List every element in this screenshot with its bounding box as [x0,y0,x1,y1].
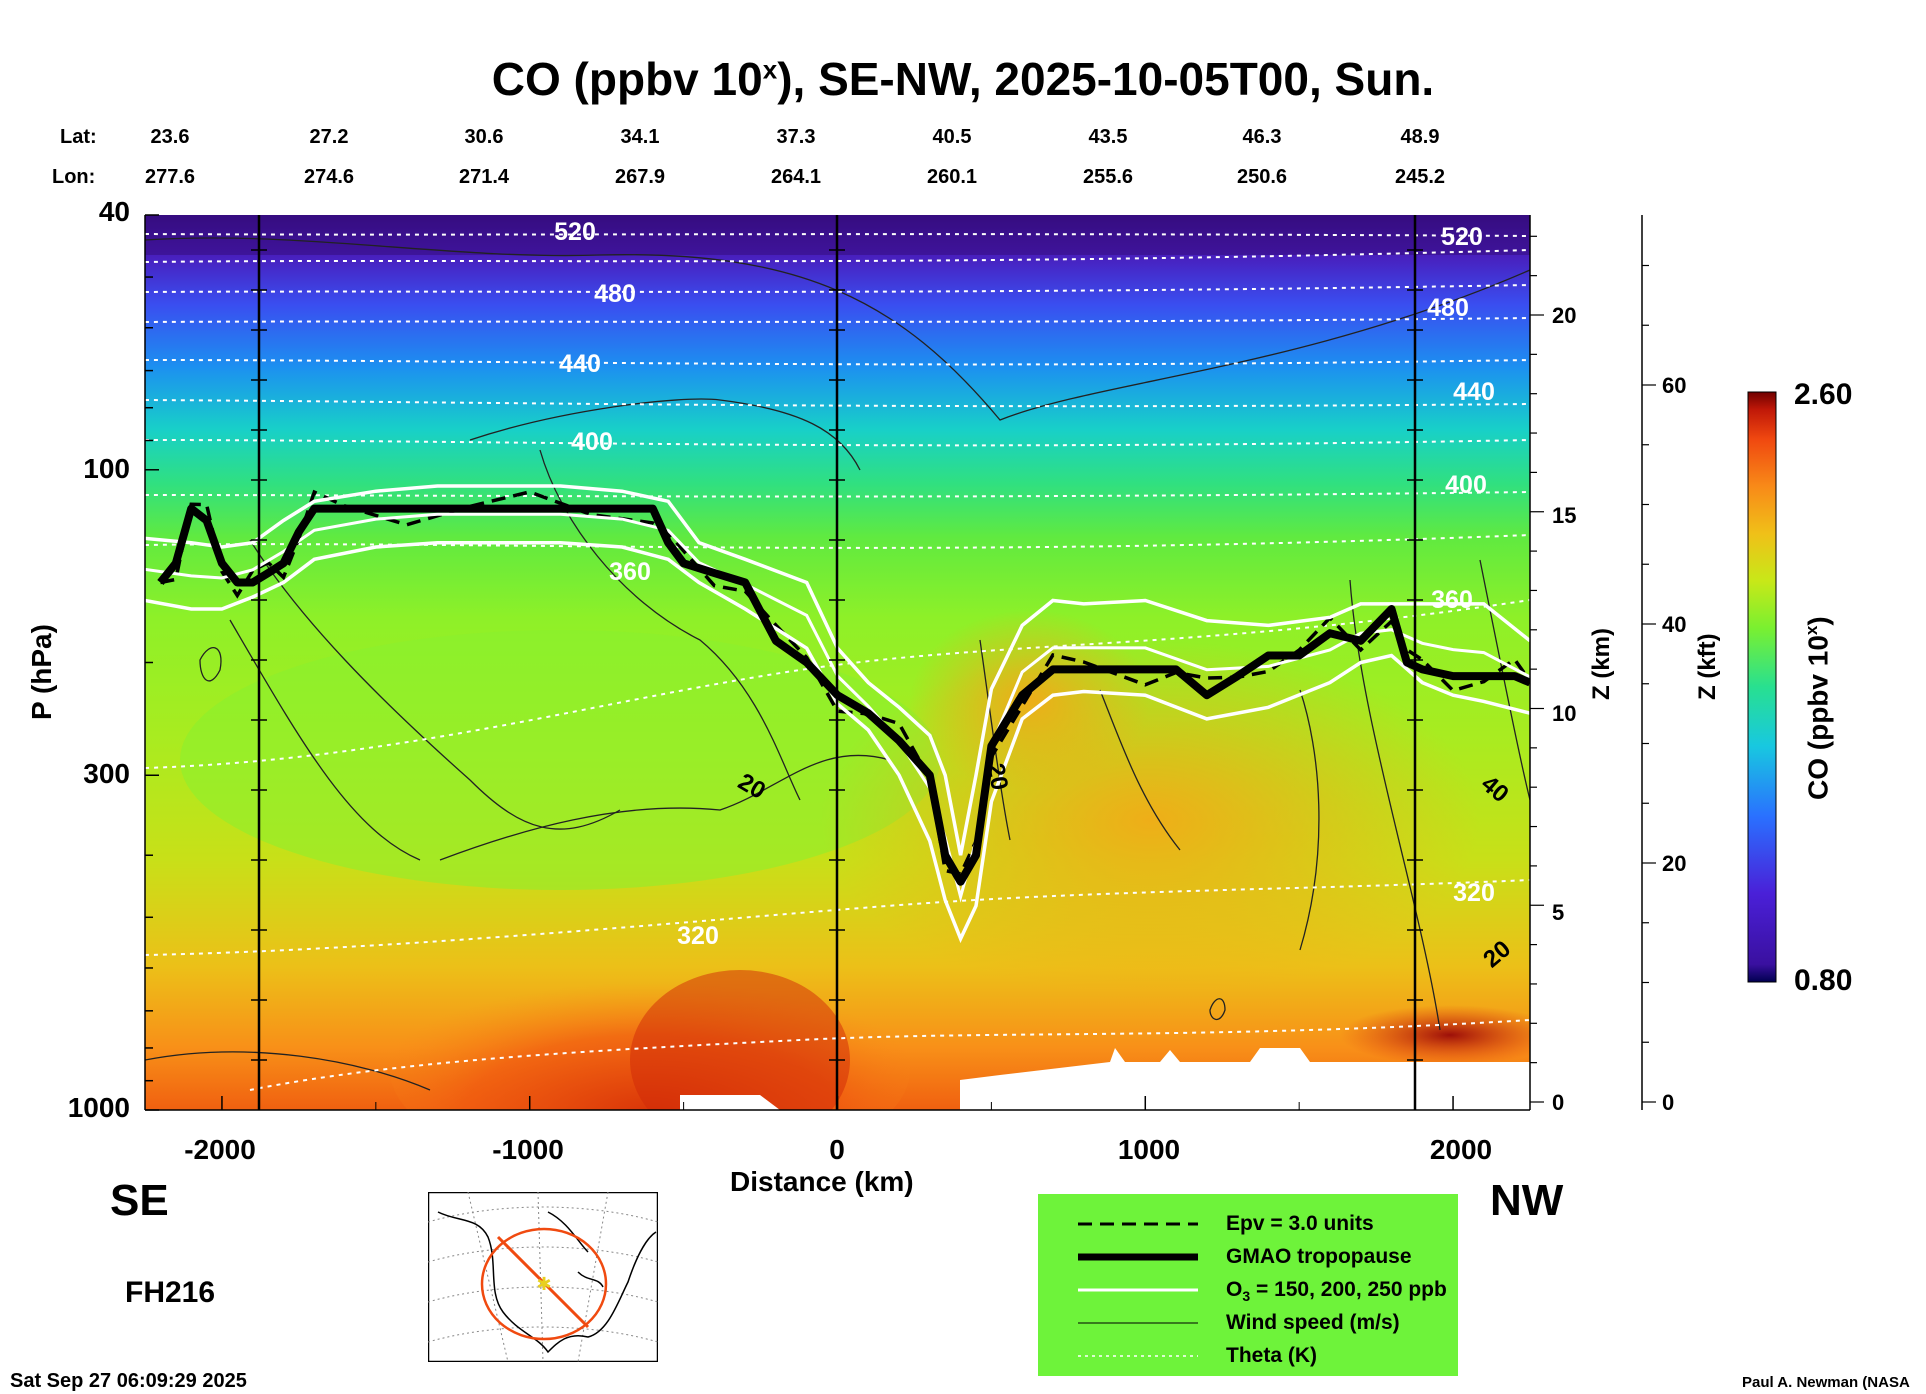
x-tick-minus-1000: -1000 [492,1134,564,1165]
theta-label: 400 [1445,471,1487,499]
y-tick-40: 40 [98,196,130,227]
theta-label: 320 [1453,879,1495,907]
lat-value: 30.6 [464,126,504,148]
legend: Epv = 3.0 units GMAO tropopause O3 = 150… [1038,1194,1458,1376]
theta-label: 480 [1427,294,1469,322]
z-kft-tick-label: 0 [1662,1090,1674,1115]
z-kft-axis: 60 40 20 0 [1642,264,1686,1115]
theta-contours [145,233,1530,1091]
y-tick-100: 100 [83,453,130,484]
legend-swatches [1078,1222,1198,1357]
theta-label: 360 [1431,586,1473,614]
lon-value: 277.6 [144,166,196,188]
lat-value: 34.1 [620,126,660,148]
x-axis-title: Distance (km) [730,1166,914,1197]
z-km-title: Z (km) [1588,628,1615,700]
theta-label: 480 [594,280,636,308]
z-km-axis: 20 15 10 5 0 [1530,235,1576,1115]
lat-label: Lat: [60,126,97,148]
chart-title: CO (ppbv 10x), SE-NW, 2025-10-05T00, Sun… [491,53,1435,105]
colorbar-min-label: 0.80 [1794,964,1853,997]
lat-value: 27.2 [309,126,349,148]
theta-label: 440 [559,350,601,378]
theta-label: 400 [571,428,613,456]
lon-value: 274.6 [303,166,355,188]
direction-se: SE [110,1176,169,1225]
lat-value: 37.3 [776,126,816,148]
direction-nw: NW [1490,1176,1564,1225]
legend-label-theta: Theta (K) [1226,1344,1317,1367]
o3-line-middle [145,512,1530,903]
legend-label-tropopause: GMAO tropopause [1226,1245,1412,1268]
theta-label: 440 [1453,378,1495,406]
co-field [145,215,1530,1110]
z-km-tick-label: 10 [1552,701,1576,726]
lat-value: 40.5 [932,126,972,148]
x-tick-2000: 2000 [1429,1134,1493,1165]
x-tick-1000: 1000 [1117,1134,1181,1165]
plot-axes [144,214,1530,1111]
y-tick-1000: 1000 [67,1092,130,1123]
lat-value: 46.3 [1242,126,1282,148]
o3-line-upper [145,484,1530,856]
theta-label: 520 [554,218,596,246]
legend-label-o3: O3 = 150, 200, 250 ppb [1226,1278,1447,1305]
z-kft-tick-label: 40 [1662,612,1686,637]
z-km-tick-label: 15 [1552,503,1576,528]
colorbar [1747,391,1777,983]
footer-credit: Paul A. Newman (NASA [1742,1374,1910,1391]
lon-value: 271.4 [458,166,510,188]
lon-value: 264.1 [770,166,822,188]
lon-value: 245.2 [1394,166,1446,188]
lat-value: 48.9 [1400,126,1440,148]
lat-value: 43.5 [1088,126,1128,148]
o3-line-lower [145,540,1530,944]
lon-value: 267.9 [614,166,666,188]
z-km-tick-label: 5 [1552,900,1564,925]
lon-value: 255.6 [1082,166,1134,188]
colorbar-max-label: 2.60 [1794,378,1853,411]
svg-text:✱: ✱ [536,1274,551,1294]
section-tick-marks [251,249,1423,1061]
wind-speed-label: 20 [982,761,1013,792]
forecast-hour: FH216 [125,1276,216,1309]
lat-value: 23.6 [150,126,190,148]
footer-date: Sat Sep 27 06:09:29 2025 [10,1370,247,1392]
theta-label: 520 [1441,223,1483,251]
z-km-tick-label: 20 [1552,303,1576,328]
lon-label: Lon: [52,166,96,188]
z-kft-title: Z (kft) [1694,633,1721,700]
z-kft-tick-label: 20 [1662,851,1686,876]
tropopause-line [157,504,1530,886]
y-axis-title: P (hPa) [26,624,57,720]
series-lines [145,484,1530,944]
x-tick-minus-2000: -2000 [184,1134,256,1165]
inset-map: ✱ [428,1192,658,1362]
theta-label: 360 [609,558,651,586]
legend-label-epv: Epv = 3.0 units [1226,1212,1374,1235]
z-kft-tick-label: 60 [1662,373,1686,398]
colorbar-title: CO (ppbv 10x) [1802,616,1834,800]
lon-value: 250.6 [1236,166,1288,188]
theta-label: 320 [677,922,719,950]
y-tick-300: 300 [83,758,130,789]
x-tick-0: 0 [829,1134,845,1165]
lon-value: 260.1 [926,166,978,188]
z-km-tick-label: 0 [1552,1090,1564,1115]
legend-label-wind: Wind speed (m/s) [1226,1311,1400,1334]
